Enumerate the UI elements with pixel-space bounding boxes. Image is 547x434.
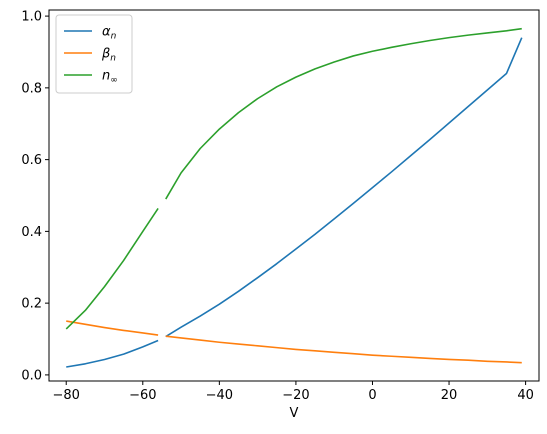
x-axis-label: V: [290, 406, 299, 421]
x-tick-label: −60: [129, 388, 156, 403]
legend-label-symbol: β: [101, 47, 110, 62]
series-line-0: [66, 339, 159, 368]
series-line-1: [66, 320, 159, 336]
y-tick-label: 1.0: [21, 10, 42, 25]
series-line-2: [165, 27, 522, 200]
x-tick-label: 40: [517, 388, 534, 403]
y-tick-label: 0.0: [21, 368, 42, 383]
x-tick-label: −20: [282, 388, 309, 403]
series-layer: [65, 27, 523, 368]
legend-label-subscript: ∞: [110, 76, 118, 86]
series-line-2: [65, 207, 159, 330]
legend-label: αn: [102, 25, 117, 42]
x-tick-label: −80: [53, 388, 80, 403]
legend-label: βn: [101, 47, 116, 64]
y-tick-label: 0.8: [21, 81, 42, 96]
legend-label-subscript: n: [111, 32, 117, 42]
legend-label-subscript: n: [110, 54, 116, 64]
series-line-0: [165, 37, 523, 338]
y-tick-label: 0.2: [21, 297, 42, 312]
plot-frame: [48, 9, 540, 382]
x-axis: −80 −60 −40 −20 0 20 40: [53, 381, 534, 403]
x-tick-label: 0: [368, 388, 376, 403]
legend-label: n∞: [102, 69, 118, 86]
legend-label-symbol: n: [102, 69, 110, 84]
y-axis: 0.0 0.2 0.4 0.6 0.8 1.0: [21, 10, 49, 383]
legend-box: [55, 14, 133, 94]
y-tick-label: 0.6: [21, 153, 42, 168]
x-tick-label: 20: [441, 388, 458, 403]
x-tick-label: −40: [206, 388, 233, 403]
series-line-1: [165, 335, 522, 364]
legend-label-symbol: α: [102, 25, 111, 40]
y-tick-label: 0.4: [21, 225, 42, 240]
